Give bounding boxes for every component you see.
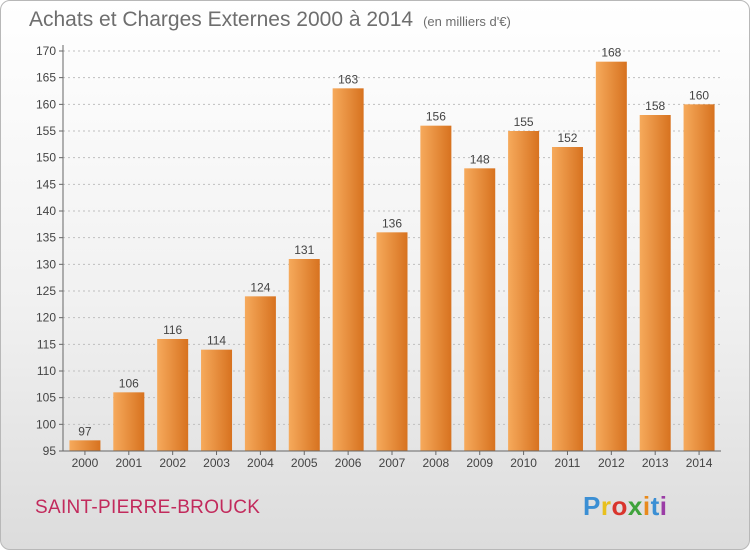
bar [288, 259, 320, 451]
x-tick-label: 2010 [510, 456, 537, 470]
bar [113, 392, 145, 451]
bar [201, 349, 233, 451]
bar [464, 168, 496, 452]
bar-value-label: 131 [294, 243, 314, 257]
y-tick-label: 140 [36, 204, 56, 218]
bar-value-label: 158 [645, 99, 665, 113]
x-tick-label: 2007 [379, 456, 406, 470]
x-tick-label: 2012 [598, 456, 625, 470]
x-tick-label: 2003 [203, 456, 230, 470]
bar [683, 104, 715, 451]
bar-value-label: 148 [470, 152, 490, 166]
x-tick-label: 2014 [686, 456, 713, 470]
y-tick-label: 105 [36, 391, 56, 405]
x-tick-label: 2011 [555, 456, 581, 470]
x-tick-label: 2004 [247, 456, 274, 470]
y-tick-label: 165 [36, 71, 56, 85]
bar-value-label: 160 [689, 88, 709, 102]
bar [157, 339, 189, 451]
bar-value-label: 155 [514, 115, 534, 129]
bar-value-label: 152 [557, 131, 577, 145]
bar-value-label: 114 [207, 334, 226, 348]
bar-value-label: 163 [338, 72, 358, 86]
bar-value-label: 116 [163, 323, 182, 337]
logo-letter: i [642, 491, 651, 521]
x-tick-label: 2009 [466, 456, 493, 470]
y-tick-label: 120 [36, 311, 56, 325]
y-tick-label: 170 [36, 44, 56, 58]
bar [508, 131, 540, 451]
y-tick-label: 130 [36, 257, 56, 271]
y-tick-label: 100 [36, 417, 56, 431]
bars: 97 106 116 114 124 131 163 136 156 148 155 152 168 15… [69, 46, 715, 452]
y-tick-label: 135 [36, 231, 56, 245]
chart-title-text: Achats et Charges Externes 2000 à 2014 [29, 8, 414, 31]
y-tick-label: 125 [36, 284, 56, 298]
bar-value-label: 124 [250, 280, 270, 294]
chart-unit: (en milliers d'€) [423, 14, 511, 29]
y-tick-label: 155 [36, 124, 56, 138]
logo-letter: t [650, 491, 660, 521]
logo-letter: r [600, 491, 612, 521]
x-tick-label: 2013 [642, 456, 669, 470]
axes: 95 100 105 110 115 120 125 130 135 140 145 150 155 16… [36, 44, 721, 470]
logo-letter: P [583, 491, 601, 521]
x-tick-label: 2000 [72, 456, 99, 470]
y-tick-label: 110 [37, 364, 56, 378]
bar [551, 147, 583, 451]
bar-value-label: 136 [382, 216, 402, 230]
bar [244, 296, 276, 451]
bar [376, 232, 408, 451]
x-tick-label: 2005 [291, 456, 318, 470]
commune-name: SAINT-PIERRE-BROUCK [35, 497, 261, 518]
x-tick-label: 2008 [423, 456, 450, 470]
bar [332, 88, 364, 451]
bar [639, 115, 671, 451]
y-tick-label: 160 [36, 97, 56, 111]
chart-title: Achats et Charges Externes 2000 à 2014 (e… [29, 8, 511, 32]
bar [420, 125, 452, 452]
x-tick-label: 2001 [115, 456, 142, 470]
logo-letter: x [627, 491, 643, 521]
bar [595, 61, 627, 452]
bar [69, 440, 101, 451]
y-tick-label: 95 [43, 444, 57, 458]
logo-letter: i [659, 491, 668, 521]
logo-letter: o [611, 491, 628, 521]
y-tick-label: 145 [36, 177, 56, 191]
y-tick-label: 115 [37, 337, 56, 351]
bar-value-label: 168 [601, 46, 621, 60]
bar-value-label: 106 [119, 376, 139, 390]
proxiti-logo: Proxiti [583, 491, 667, 522]
y-tick-label: 150 [36, 151, 56, 165]
x-tick-label: 2002 [159, 456, 186, 470]
x-tick-label: 2006 [335, 456, 362, 470]
bar-value-label: 156 [426, 110, 446, 124]
bar-value-label: 97 [78, 424, 92, 438]
